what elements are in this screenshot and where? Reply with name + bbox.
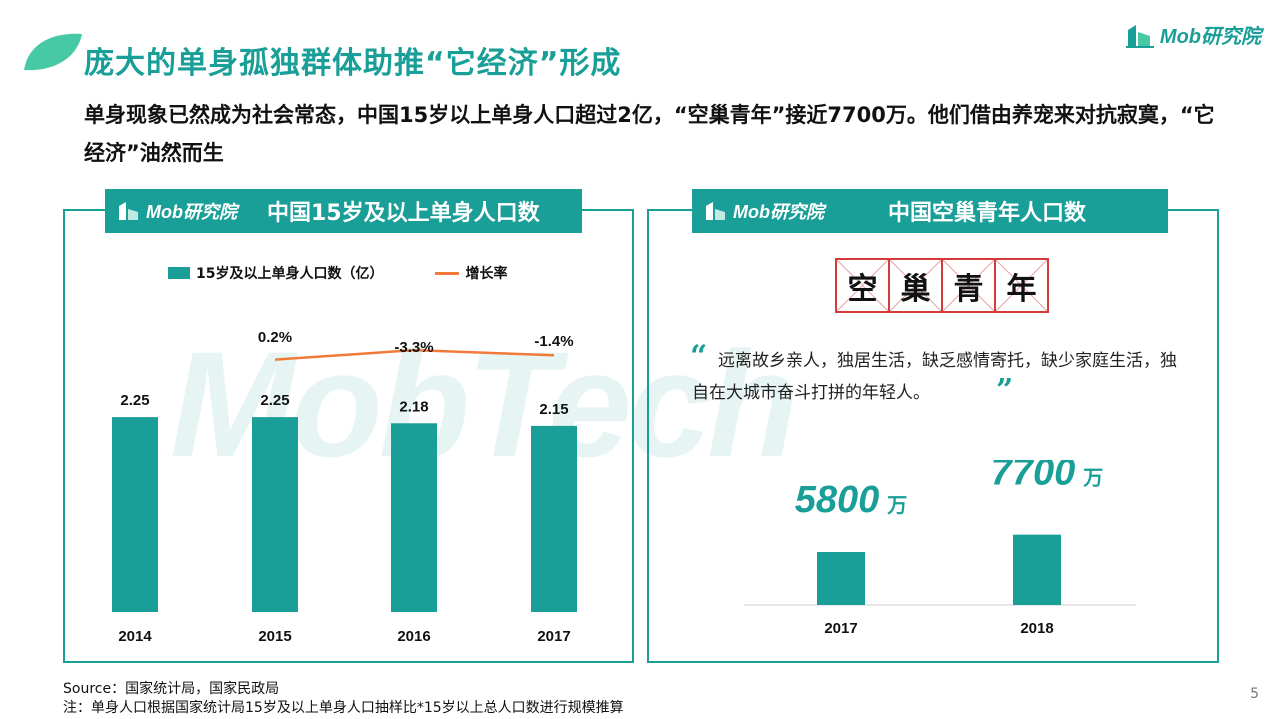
grid-cross-icon — [996, 260, 1047, 311]
year-tick-label: 2015 — [258, 628, 291, 645]
word-char: 巢 — [900, 271, 931, 307]
building-logo-icon — [119, 202, 138, 220]
brand-logo: Mob研究院 — [1125, 20, 1261, 49]
growth-rate-label: 0.2% — [258, 329, 292, 346]
word-char: 年 — [1006, 271, 1037, 307]
building-logo-icon — [706, 202, 725, 220]
open-quote-icon: “ — [690, 339, 708, 374]
legend-line-swatch — [435, 271, 460, 275]
empty-nest-youth-chart: 5800 万 2017 7700 万 2018 — [744, 460, 1136, 637]
word-char-cell: 青 — [941, 258, 996, 313]
right-panel-logo-text: Mob研究院 — [733, 202, 824, 222]
year-tick-label: 2017 — [824, 620, 857, 637]
population-bar — [112, 417, 158, 612]
right-panel-title: 中国空巢青年人口数 — [887, 201, 1086, 226]
legend-bar-label: 15岁及以上单身人口数（亿） — [196, 266, 384, 282]
word-char-cell: 年 — [994, 258, 1049, 313]
year-tick-label: 2018 — [1020, 620, 1053, 637]
empty-nest-value-label: 5800 万 — [795, 479, 908, 521]
word-char-cell: 巢 — [888, 258, 943, 313]
footnote-text: 注：单身人口根据国家统计局15岁及以上单身人口抽样比*15岁以上总人口数进行规模… — [63, 700, 624, 716]
left-panel-logo: Mob研究院 — [105, 198, 237, 224]
growth-rate-label: -3.3% — [394, 339, 433, 356]
left-panel-title: 中国15岁及以上单身人口数 — [266, 201, 540, 226]
right-panel-header: Mob研究院 中国空巢青年人口数 — [692, 189, 1168, 233]
empty-nest-youth-word: 空 巢 青 年 — [835, 258, 1049, 313]
word-char: 空 — [847, 271, 878, 307]
empty-nest-bar — [817, 552, 865, 605]
bar-value-label: 2.25 — [260, 392, 289, 409]
definition-quote: 远离故乡亲人，独居生活，缺乏感情寄托，缺少家庭生活，独自在大城市奋斗打拼的年轻人… — [692, 351, 1177, 403]
legend-line-label: 增长率 — [465, 266, 508, 282]
empty-nest-bar — [1013, 534, 1061, 605]
decorative-leaf-icon — [24, 33, 82, 71]
grid-cross-icon — [890, 260, 941, 311]
chart-legend: 15岁及以上单身人口数（亿） 增长率 — [168, 263, 507, 283]
legend-bar-swatch — [168, 267, 190, 279]
growth-rate-line — [274, 348, 555, 361]
population-bar — [252, 417, 298, 612]
slide-subtitle: 单身现象已然成为社会常态，中国15岁以上单身人口超过2亿，“空巢青年”接近770… — [84, 103, 1215, 165]
word-char-cell: 空 — [835, 258, 890, 313]
building-logo-icon — [1125, 24, 1154, 48]
grid-cross-icon — [837, 260, 888, 311]
brand-name: Mob研究院 — [1159, 26, 1261, 48]
left-panel-header: Mob研究院 中国15岁及以上单身人口数 — [105, 189, 582, 233]
right-panel-logo: Mob研究院 — [692, 198, 824, 224]
bar-value-label: 2.15 — [539, 401, 568, 418]
year-tick-label: 2017 — [537, 628, 570, 645]
close-quote-icon: ” — [996, 373, 1014, 408]
word-char: 青 — [953, 271, 984, 307]
grid-cross-icon — [943, 260, 994, 311]
year-tick-label: 2014 — [118, 628, 152, 645]
growth-rate-label: -1.4% — [534, 333, 573, 350]
bar-value-label: 2.18 — [399, 398, 428, 415]
population-bar — [531, 425, 577, 612]
page-title: 庞大的单身孤独群体助推“它经济”形成 — [84, 46, 622, 81]
population-bar — [391, 423, 437, 612]
year-tick-label: 2016 — [397, 628, 430, 645]
page-number: 5 — [1250, 686, 1259, 702]
source-note: Source：国家统计局，国家民政局 注：单身人口根据国家统计局15岁及以上单身… — [63, 680, 624, 718]
single-population-chart: 2.25 2014 2.25 2015 2.18 2016 2.15 2017 0.2% -3.3… — [112, 329, 577, 645]
empty-nest-value-label: 7700 万 — [991, 460, 1104, 494]
source-text: Source：国家统计局，国家民政局 — [63, 681, 280, 697]
left-panel-logo-text: Mob研究院 — [146, 202, 237, 222]
bar-value-label: 2.25 — [120, 392, 149, 409]
